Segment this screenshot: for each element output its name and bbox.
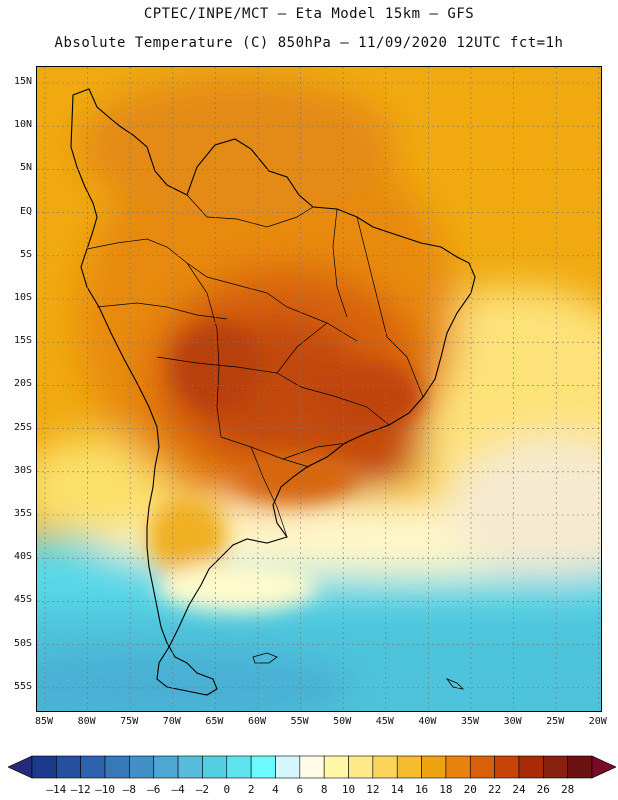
colorbar-tick-label: 24 bbox=[512, 783, 526, 796]
lon-label: 35W bbox=[460, 716, 480, 727]
colorbar-tick-label: 22 bbox=[487, 783, 502, 796]
lon-label: 50W bbox=[333, 716, 352, 727]
colorbar-tick-label: 28 bbox=[561, 783, 575, 796]
colorbar-swatch bbox=[129, 755, 155, 779]
south-america-outline bbox=[70, 88, 476, 696]
colorbar-tick-label: 6 bbox=[296, 783, 304, 796]
lon-label: 25W bbox=[546, 716, 565, 727]
colorbar-tick-label: 2 bbox=[247, 783, 255, 796]
map-subtitle: Absolute Temperature (C) 850hPa – 11/09/… bbox=[54, 35, 564, 51]
colorbar-tick-label: 18 bbox=[439, 783, 453, 796]
colorbar-swatch bbox=[80, 755, 106, 779]
falklands bbox=[252, 652, 278, 664]
colorbar-tick-label: 0 bbox=[223, 783, 231, 796]
colorbar-tick-label: 8 bbox=[320, 783, 328, 796]
lat-label: 35S bbox=[13, 508, 32, 519]
colorbar-swatch bbox=[348, 755, 374, 779]
colorbar-tick-label: 10 bbox=[341, 783, 356, 796]
colorbar-tick-label: 20 bbox=[463, 783, 477, 796]
colorbar-tick-label: –10 bbox=[95, 783, 115, 796]
temperature-map bbox=[37, 67, 601, 711]
colorbar-swatch bbox=[494, 755, 520, 779]
colorbar-swatch bbox=[372, 755, 398, 779]
lat-label: 10N bbox=[13, 119, 32, 131]
lon-label: 65W bbox=[205, 716, 224, 727]
lon-label: 55W bbox=[290, 716, 309, 727]
lat-label: 50S bbox=[13, 637, 32, 649]
colorbar-swatch bbox=[153, 755, 179, 779]
lat-label: 45S bbox=[13, 594, 32, 606]
colorbar-tick-label: –6 bbox=[147, 783, 161, 796]
south-georgia bbox=[445, 678, 465, 690]
lon-label: 80W bbox=[77, 716, 96, 727]
temperature-colorbar bbox=[8, 755, 616, 779]
lon-label: 85W bbox=[34, 716, 54, 727]
colorbar-swatch bbox=[275, 755, 301, 779]
colorbar-tick-label: –8 bbox=[122, 783, 137, 796]
colorbar-tick-label: 14 bbox=[390, 783, 404, 796]
lat-label: EQ bbox=[19, 205, 32, 217]
colorbar-tick-label: –4 bbox=[171, 783, 185, 796]
map-frame[interactable] bbox=[36, 66, 602, 712]
colorbar-swatch bbox=[396, 755, 422, 779]
colorbar-swatch bbox=[543, 755, 568, 779]
lon-label: 20W bbox=[588, 716, 607, 727]
lon-label: 70W bbox=[162, 716, 181, 727]
colorbar-swatch bbox=[104, 755, 130, 779]
colorbar-tick-label: –2 bbox=[195, 783, 210, 796]
colorbar-min-arrow bbox=[8, 755, 33, 779]
colorbar-swatch bbox=[518, 755, 544, 779]
colorbar-swatch bbox=[177, 755, 203, 779]
colorbar-swatch bbox=[31, 755, 57, 779]
lon-label: 30W bbox=[503, 716, 522, 727]
colorbar-swatch bbox=[421, 755, 447, 779]
country-borders bbox=[86, 194, 424, 538]
lat-label: 15S bbox=[13, 335, 32, 347]
lat-label: 5S bbox=[19, 248, 32, 260]
lat-label: 55S bbox=[13, 680, 32, 692]
colorbar-max-arrow bbox=[591, 755, 616, 779]
colorbar-tick-label: 12 bbox=[366, 783, 380, 796]
lat-label: 40S bbox=[13, 551, 32, 563]
colorbar-tick-label: 4 bbox=[272, 783, 279, 796]
colorbar-swatch bbox=[445, 755, 471, 779]
colorbar-swatch bbox=[56, 755, 81, 779]
colorbar-tick-label: –14 bbox=[46, 783, 67, 796]
lat-label: 30S bbox=[13, 464, 32, 476]
lon-label: 75W bbox=[120, 716, 139, 727]
colorbar-swatch bbox=[567, 755, 593, 779]
colorbar-tick-label: 26 bbox=[536, 783, 550, 796]
lon-label: 40W bbox=[418, 716, 437, 727]
colorbar-tick-label: 16 bbox=[414, 783, 429, 796]
colorbar-swatch bbox=[226, 755, 252, 779]
map-title: CPTEC/INPE/MCT – Eta Model 15km – GFS bbox=[143, 6, 475, 22]
lon-label: 45W bbox=[375, 716, 394, 727]
lon-label: 60W bbox=[247, 716, 267, 727]
colorbar-swatch bbox=[299, 755, 325, 779]
lat-label: 5N bbox=[19, 162, 32, 174]
lat-label: 15N bbox=[13, 76, 32, 87]
lat-lon-grid bbox=[37, 67, 601, 711]
colorbar-swatch bbox=[250, 755, 276, 779]
lat-label: 25S bbox=[13, 421, 32, 433]
colorbar-tick-label: –12 bbox=[70, 783, 91, 796]
colorbar-swatch bbox=[323, 755, 349, 779]
lat-label: 10S bbox=[13, 292, 32, 303]
lat-label: 20S bbox=[13, 378, 32, 390]
colorbar-swatch bbox=[202, 755, 228, 779]
colorbar-swatch bbox=[469, 755, 495, 779]
